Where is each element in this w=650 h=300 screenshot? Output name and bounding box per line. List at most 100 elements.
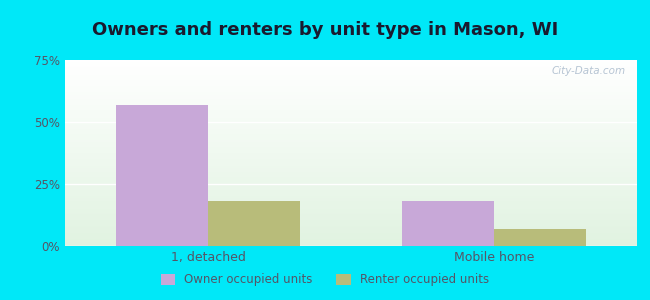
Bar [65, 134, 637, 136]
Bar [65, 88, 637, 90]
Bar [65, 142, 637, 144]
Bar [65, 155, 637, 157]
Bar [65, 201, 637, 203]
Bar [65, 69, 637, 71]
Bar [65, 138, 637, 140]
Bar [65, 119, 637, 122]
Bar [65, 66, 637, 68]
Bar [65, 71, 637, 73]
Bar [65, 75, 637, 77]
Bar [65, 116, 637, 118]
Bar [65, 103, 637, 105]
Bar [65, 177, 637, 179]
Bar [65, 82, 637, 84]
Bar [65, 173, 637, 175]
Bar [65, 86, 637, 88]
Text: Owners and renters by unit type in Mason, WI: Owners and renters by unit type in Mason… [92, 21, 558, 39]
Bar [65, 108, 637, 110]
Bar [65, 205, 637, 207]
Bar [65, 203, 637, 205]
Bar [65, 231, 637, 233]
Bar [65, 233, 637, 235]
Bar [65, 168, 637, 170]
Bar [65, 209, 637, 211]
Bar [65, 212, 637, 214]
Bar [65, 170, 637, 172]
Text: City-Data.com: City-Data.com [551, 66, 625, 76]
Bar [65, 214, 637, 216]
Bar [65, 242, 637, 244]
Bar [65, 140, 637, 142]
Bar [65, 94, 637, 95]
Bar [65, 181, 637, 183]
Legend: Owner occupied units, Renter occupied units: Owner occupied units, Renter occupied un… [156, 269, 494, 291]
Bar [65, 226, 637, 227]
Bar [65, 127, 637, 129]
Bar [65, 220, 637, 222]
Bar [65, 149, 637, 151]
Bar [65, 227, 637, 229]
Bar [116, 105, 208, 246]
Bar [65, 101, 637, 103]
Bar [65, 216, 637, 218]
Bar [65, 192, 637, 194]
Bar [65, 73, 637, 75]
Bar [65, 64, 637, 66]
Bar [65, 162, 637, 164]
Bar [65, 105, 637, 106]
Bar [65, 196, 637, 198]
Bar [65, 240, 637, 242]
Bar [402, 201, 494, 246]
Bar [65, 136, 637, 138]
Bar [65, 110, 637, 112]
Bar [65, 198, 637, 200]
Bar [65, 68, 637, 69]
Bar [65, 146, 637, 147]
Bar [65, 112, 637, 114]
Bar [65, 151, 637, 153]
Bar [65, 99, 637, 101]
Bar [65, 164, 637, 166]
Bar [65, 207, 637, 209]
Bar [65, 97, 637, 99]
Bar [65, 172, 637, 173]
Bar [65, 200, 637, 201]
Bar [65, 84, 637, 86]
Bar [65, 144, 637, 146]
Bar [65, 237, 637, 239]
Bar [65, 159, 637, 161]
Bar [65, 166, 637, 168]
Bar [65, 106, 637, 108]
Bar [65, 238, 637, 240]
Bar [65, 218, 637, 220]
Bar [65, 131, 637, 133]
Bar [65, 224, 637, 226]
Bar [65, 122, 637, 123]
Bar [65, 160, 637, 162]
Bar [65, 153, 637, 155]
Bar [65, 92, 637, 94]
Bar [65, 244, 637, 246]
Bar [65, 118, 637, 119]
Bar [65, 95, 637, 97]
Bar [65, 183, 637, 184]
Bar [65, 229, 637, 231]
Bar [65, 157, 637, 159]
Bar [65, 184, 637, 187]
Bar [65, 188, 637, 190]
Bar [65, 194, 637, 196]
Bar [65, 90, 637, 92]
Bar [65, 179, 637, 181]
Bar [65, 190, 637, 192]
Bar [65, 114, 637, 116]
Bar [65, 222, 637, 224]
Bar [65, 175, 637, 177]
Bar [65, 60, 637, 62]
Bar [494, 229, 586, 246]
Bar [65, 211, 637, 212]
Bar [65, 187, 637, 188]
Bar [65, 133, 637, 134]
Bar [65, 147, 637, 149]
Bar [65, 79, 637, 80]
Bar [208, 201, 300, 246]
